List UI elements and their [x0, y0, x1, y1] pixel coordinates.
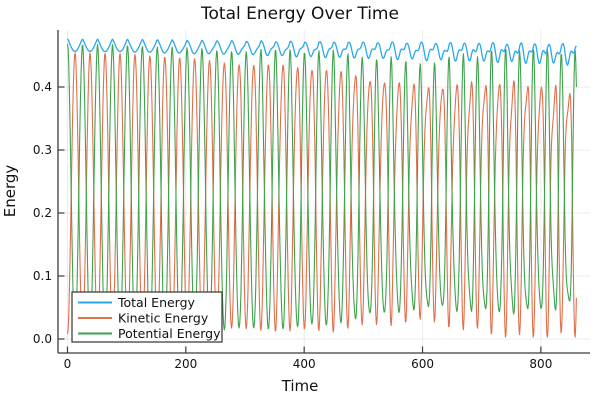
series-line-kinetic-energy: [66, 52, 577, 338]
x-tick-label: 800: [529, 357, 552, 371]
y-tick-label: 0.2: [33, 206, 52, 220]
series-line-total-energy: [66, 38, 577, 66]
series-line-potential-energy: [66, 43, 577, 338]
x-tick-label: 200: [174, 357, 197, 371]
y-tick-label: 0.3: [33, 143, 52, 157]
legend-label-kinetic: Kinetic Energy: [118, 311, 209, 326]
series-lines: [66, 38, 577, 338]
y-tick-label: 0.4: [33, 80, 52, 94]
axes: [57, 30, 590, 354]
chart-title: Total Energy Over Time: [200, 4, 399, 24]
legend-label-potential: Potential Energy: [118, 326, 221, 341]
tick-labels: 0 200 400 600 800 0.0 0.1 0.2 0.3 0.4: [33, 80, 552, 371]
y-tick-label: 0.1: [33, 269, 52, 283]
y-axis-label: Energy: [1, 165, 19, 218]
x-tick-label: 600: [411, 357, 434, 371]
y-tick-label: 0.0: [33, 332, 52, 346]
x-tick-label: 0: [64, 357, 72, 371]
legend-label-total: Total Energy: [117, 295, 196, 310]
x-axis-label: Time: [281, 377, 319, 395]
x-tick-label: 400: [293, 357, 316, 371]
